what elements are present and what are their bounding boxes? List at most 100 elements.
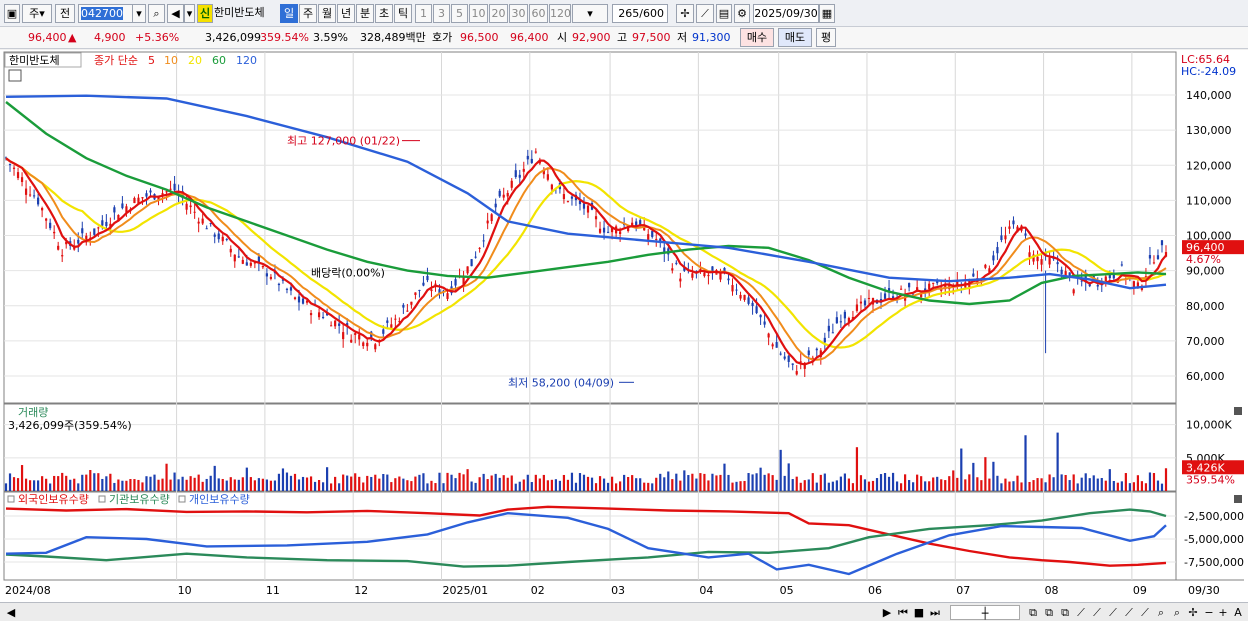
layout-icon[interactable]: ⧉ [1045,606,1053,619]
calendar-icon[interactable]: ▦ [819,4,835,23]
candle-body [8,164,12,166]
volume-bar [185,479,188,491]
auto-scale-icon[interactable]: A [1234,606,1242,619]
volume-bar [518,481,521,491]
x-axis-label: 11 [266,584,280,597]
period-select[interactable]: 주▾ [22,4,52,23]
volume-bar [81,474,84,491]
volume-bar [795,476,798,491]
volume-bar [996,475,999,491]
candle-body [1052,258,1055,260]
volume-bar [61,472,64,491]
line-tool-icon[interactable]: ⟋ [1077,606,1085,619]
volume-bar [209,475,212,491]
volume-bar [1044,482,1047,491]
zoom-tool-icon[interactable]: ⌕ [1157,606,1165,619]
channel-tool-icon[interactable]: ⟋ [1125,606,1133,619]
volume-bar [430,480,433,491]
ask-label: 호가 [432,31,453,44]
stock-code-input[interactable]: 042700 [78,4,146,23]
speaker-icon[interactable]: ◀ [167,4,184,23]
first-icon[interactable]: ⏮ [898,606,908,619]
prev-button[interactable]: 전 [55,4,75,23]
interval-3[interactable]: 3 [433,4,450,23]
gear-icon[interactable]: ⚙ [734,4,750,23]
tab-5[interactable]: 초 [375,4,393,23]
volume-bar [980,480,983,491]
volume-bar [1048,474,1051,491]
tab-0[interactable]: 일 [280,4,298,23]
legend-ma-5: 5 [148,54,155,67]
candle-body [707,274,710,277]
volume-bar [305,477,309,491]
draw-icon[interactable]: ⟋ [696,4,714,23]
volume-bar [313,481,317,491]
chart-scrollbar[interactable]: ◀ ▶ ⏮ ■ ⏭ ┼ ⧉ ⧉ ⧉ ⟋ ⟋ ⟋ ⟋ ⟋ ⌕ ⌕ ✢ − + A [0,602,1248,621]
trend-tool-icon[interactable]: ⟋ [1093,606,1101,619]
interval-20[interactable]: 20 [489,4,508,23]
search-icon[interactable]: ⌕ [148,4,165,23]
stop-icon[interactable]: ■ [913,606,925,619]
buy-button[interactable]: 매수 [740,28,774,47]
candle-body [249,262,252,266]
current-price: 96,400 [28,31,67,44]
volume-bar [739,481,742,491]
save-icon[interactable]: ▤ [716,4,732,23]
window-icon[interactable]: ▣ [4,4,20,23]
tab-1[interactable]: 주 [299,4,317,23]
candle-body [518,174,521,178]
candle-body [795,371,798,375]
crosshair-tool-icon[interactable]: ✢ [1188,606,1198,619]
eval-button[interactable]: 평 [816,28,836,47]
stock-chart[interactable]: 2024/08 10 11 12 2025/01 02 03 04 05 06 07 08 09 09/3… [0,50,1248,603]
volume-bar [57,476,60,491]
current-price-tag: 96,400 [1186,241,1225,254]
last-icon[interactable]: ⏭ [930,606,940,619]
date-input[interactable]: 2025/09/30 [753,4,819,23]
volume-bar [257,478,260,491]
candle-body [827,325,830,332]
fib-tool-icon[interactable]: ⟋ [1141,606,1149,619]
new-badge: 신 [197,4,213,23]
tab-2[interactable]: 월 [318,4,336,23]
count-input[interactable]: 265/600 [612,4,668,23]
price-tick-label: 90,000 [1186,265,1225,278]
copy-icon[interactable]: ⧉ [1029,606,1037,619]
ray-tool-icon[interactable]: ⟋ [1109,606,1117,619]
code-dropdown-icon[interactable]: ▾ [132,4,146,23]
chart-area[interactable]: 2024/08 10 11 12 2025/01 02 03 04 05 06 07 08 09 09/3… [0,50,1248,603]
zoom-out-icon[interactable]: − [1204,606,1214,619]
interval-30[interactable]: 30 [509,4,528,23]
candle-body [161,193,164,195]
tab-3[interactable]: 년 [337,4,355,23]
interval-120[interactable]: 120 [549,4,571,23]
candle-body [908,283,911,288]
interval-dropdown[interactable]: ▾ [572,4,608,23]
tab-6[interactable]: 틱 [394,4,412,23]
candle-body [663,247,666,254]
volume-bar [165,463,168,491]
candle-body [430,289,433,292]
volume-bar [1164,468,1168,491]
volume-bar [326,467,329,491]
zoom-in-icon[interactable]: + [1218,606,1228,619]
scroll-right-icon[interactable]: ▶ [882,606,892,619]
candle-body [883,293,887,299]
interval-5[interactable]: 5 [451,4,468,23]
candle-body [928,283,931,290]
sell-button[interactable]: 매도 [778,28,812,47]
interval-10[interactable]: 10 [469,4,488,23]
volume-bar [916,474,919,491]
volume-bar [767,473,770,491]
speaker-dropdown-icon[interactable]: ▾ [184,4,195,23]
tab-4[interactable]: 분 [356,4,374,23]
tile-icon[interactable]: ⧉ [1061,606,1069,619]
crosshair-icon[interactable]: ✢ [676,4,694,23]
zoom-slider[interactable]: ┼ [950,605,1020,620]
magnify-icon[interactable]: ⌕ [1173,606,1181,619]
volume-bar [964,479,967,491]
interval-1[interactable]: 1 [415,4,432,23]
scroll-left-icon[interactable]: ◀ [6,606,16,619]
candle-body [334,320,337,327]
interval-60[interactable]: 60 [529,4,548,23]
